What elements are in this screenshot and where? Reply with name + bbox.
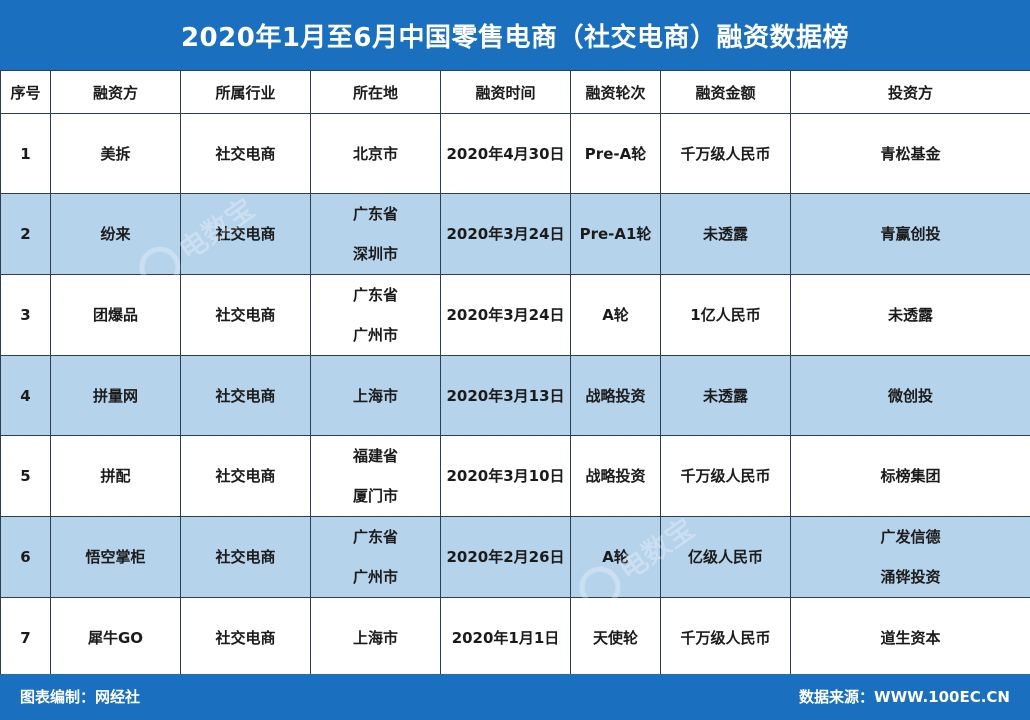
- location-line: 福建省: [352, 447, 398, 465]
- cell-investor: 微创投: [790, 355, 1030, 436]
- cell-date: 2020年3月13日: [440, 355, 571, 436]
- col-header-company: 融资方: [50, 70, 181, 114]
- cell-investor: 青松基金: [790, 113, 1030, 194]
- cell-date: 2020年4月30日: [440, 113, 571, 194]
- location-line: 广州市: [352, 568, 398, 586]
- cell-company: 美拆: [50, 113, 181, 194]
- cell-round: A轮: [570, 516, 661, 598]
- location-line: 厦门市: [352, 487, 398, 505]
- footer-bar: 图表编制：网经社 数据来源：WWW.100EC.CN: [0, 674, 1030, 720]
- table-row: 3 团爆品 社交电商 广东省 广州市 2020年3月24日 A轮 1亿人民币 未…: [0, 274, 1030, 356]
- cell-investor: 青赢创投: [790, 193, 1030, 275]
- table-row: 6 悟空掌柜 社交电商 广东省 广州市 2020年2月26日 A轮 亿级人民币 …: [0, 516, 1030, 598]
- cell-round: Pre-A轮: [570, 113, 661, 194]
- cell-round: A轮: [570, 274, 661, 356]
- cell-company: 纷来: [50, 193, 181, 275]
- cell-industry: 社交电商: [180, 274, 311, 356]
- cell-amount: 亿级人民币: [660, 516, 791, 598]
- cell-round: Pre-A1轮: [570, 193, 661, 275]
- cell-investor: 未透露: [790, 274, 1030, 356]
- cell-location: 上海市: [310, 355, 441, 436]
- investor-line: 青赢创投: [880, 225, 941, 243]
- cell-round: 战略投资: [570, 435, 661, 517]
- investor-line: 青松基金: [880, 144, 941, 163]
- cell-date: 2020年3月24日: [440, 193, 571, 275]
- investor-line: 微创投: [887, 386, 933, 405]
- table-row: 1 美拆 社交电商 北京市 2020年4月30日 Pre-A轮 千万级人民币 青…: [0, 113, 1030, 194]
- cell-location: 广东省 广州市: [310, 516, 441, 598]
- cell-company: 悟空掌柜: [50, 516, 181, 598]
- cell-no: 1: [0, 113, 51, 194]
- col-header-industry: 所属行业: [180, 70, 311, 114]
- header-row: 序号 融资方 所属行业 所在地 融资时间 融资轮次 融资金额 投资方: [0, 70, 1030, 114]
- cell-investor: 标榜集团: [790, 435, 1030, 517]
- location-line: 广东省: [352, 286, 398, 304]
- funding-table: 序号 融资方 所属行业 所在地 融资时间 融资轮次 融资金额 投资方 1 美拆 …: [0, 70, 1030, 678]
- table-row: 2 纷来 社交电商 广东省 深圳市 2020年3月24日 Pre-A1轮 未透露…: [0, 193, 1030, 275]
- cell-location: 广东省 深圳市: [310, 193, 441, 275]
- cell-round: 天使轮: [570, 597, 661, 678]
- cell-company: 拼量网: [50, 355, 181, 436]
- cell-industry: 社交电商: [180, 597, 311, 678]
- investor-line: 广发信德: [880, 528, 941, 546]
- cell-amount: 千万级人民币: [660, 113, 791, 194]
- cell-location: 上海市: [310, 597, 441, 678]
- investor-line: 未透露: [887, 306, 933, 324]
- cell-investor: 道生资本: [790, 597, 1030, 678]
- title-bar: 2020年1月至6月中国零售电商（社交电商）融资数据榜: [0, 0, 1030, 70]
- cell-no: 3: [0, 274, 51, 356]
- cell-investor: 广发信德 涌铧投资: [790, 516, 1030, 598]
- investor-line: 道生资本: [880, 628, 941, 647]
- cell-industry: 社交电商: [180, 193, 311, 275]
- cell-no: 2: [0, 193, 51, 275]
- page-title: 2020年1月至6月中国零售电商（社交电商）融资数据榜: [180, 22, 850, 53]
- table-row: 5 拼配 社交电商 福建省 厦门市 2020年3月10日 战略投资 千万级人民币…: [0, 435, 1030, 517]
- cell-industry: 社交电商: [180, 113, 311, 194]
- col-header-date: 融资时间: [440, 70, 571, 114]
- cell-no: 6: [0, 516, 51, 598]
- cell-location: 福建省 厦门市: [310, 435, 441, 517]
- footer-credit: 图表编制：网经社: [20, 688, 141, 706]
- cell-round: 战略投资: [570, 355, 661, 436]
- col-header-round: 融资轮次: [570, 70, 661, 114]
- cell-no: 4: [0, 355, 51, 436]
- location-line: 广东省: [352, 528, 398, 546]
- cell-amount: 千万级人民币: [660, 597, 791, 678]
- table-row: 7 犀牛GO 社交电商 上海市 2020年1月1日 天使轮 千万级人民币 道生资…: [0, 597, 1030, 678]
- investor-line: 涌铧投资: [880, 568, 941, 586]
- cell-company: 犀牛GO: [50, 597, 181, 678]
- cell-company: 拼配: [50, 435, 181, 517]
- location-line: 广州市: [352, 326, 398, 344]
- cell-amount: 1亿人民币: [660, 274, 791, 356]
- cell-location: 北京市: [310, 113, 441, 194]
- location-line: 广东省: [352, 205, 398, 223]
- cell-location: 广东省 广州市: [310, 274, 441, 356]
- cell-amount: 千万级人民币: [660, 435, 791, 517]
- col-header-location: 所在地: [310, 70, 441, 114]
- cell-industry: 社交电商: [180, 435, 311, 517]
- col-header-investor: 投资方: [790, 70, 1030, 114]
- table-row: 4 拼量网 社交电商 上海市 2020年3月13日 战略投资 未透露 微创投: [0, 355, 1030, 436]
- investor-line: 标榜集团: [880, 467, 941, 485]
- col-header-no: 序号: [0, 70, 51, 114]
- cell-industry: 社交电商: [180, 355, 311, 436]
- cell-amount: 未透露: [660, 355, 791, 436]
- cell-company: 团爆品: [50, 274, 181, 356]
- footer-source: 数据来源：WWW.100EC.CN: [799, 688, 1010, 706]
- cell-date: 2020年1月1日: [440, 597, 571, 678]
- cell-amount: 未透露: [660, 193, 791, 275]
- location-line: 深圳市: [352, 245, 398, 263]
- funding-table-wrap: 序号 融资方 所属行业 所在地 融资时间 融资轮次 融资金额 投资方 1 美拆 …: [0, 70, 1030, 678]
- cell-date: 2020年3月24日: [440, 274, 571, 356]
- cell-no: 7: [0, 597, 51, 678]
- cell-date: 2020年3月10日: [440, 435, 571, 517]
- location-line: 上海市: [352, 386, 398, 405]
- cell-date: 2020年2月26日: [440, 516, 571, 598]
- cell-industry: 社交电商: [180, 516, 311, 598]
- cell-no: 5: [0, 435, 51, 517]
- location-line: 北京市: [352, 144, 398, 163]
- col-header-amount: 融资金额: [660, 70, 791, 114]
- location-line: 上海市: [352, 628, 398, 647]
